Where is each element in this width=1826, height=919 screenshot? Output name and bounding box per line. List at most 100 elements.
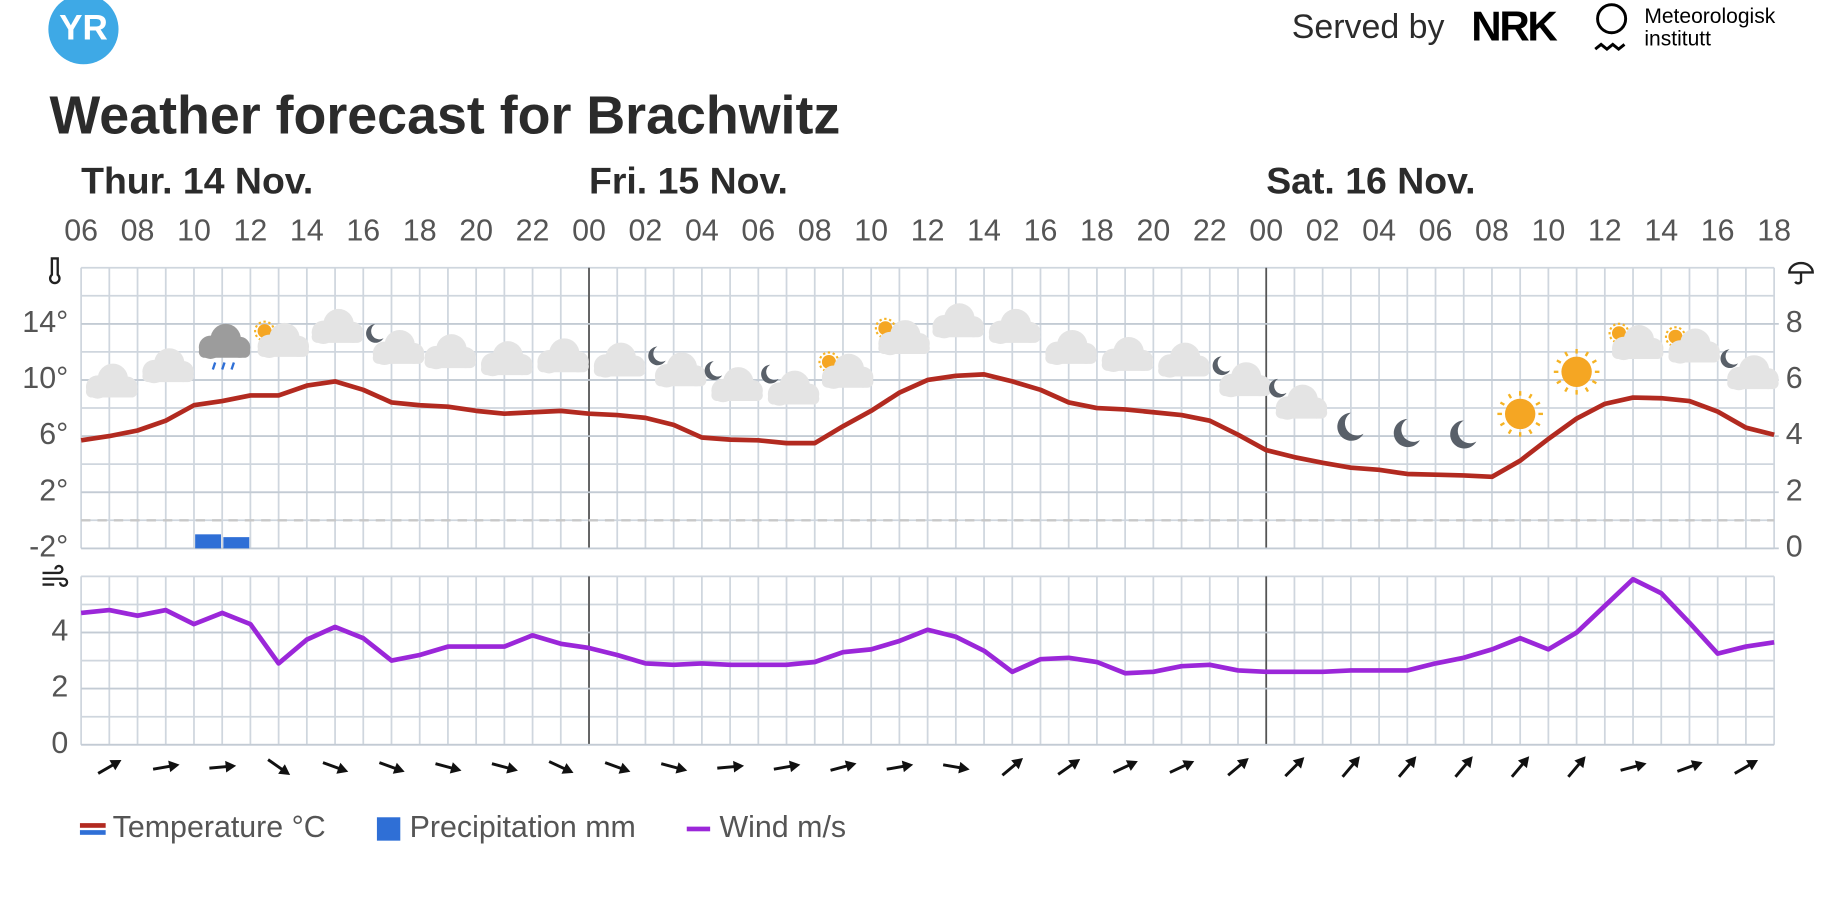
arrow-head	[336, 762, 349, 774]
y-tick-label: 2°	[39, 473, 68, 507]
sun-ray	[1669, 327, 1673, 331]
weather-symbol	[932, 303, 984, 339]
cloud-part	[711, 389, 763, 402]
sun-ray	[1682, 330, 1686, 334]
x-tick-label: 06	[64, 214, 98, 248]
wind-arrow	[604, 761, 631, 774]
logo-text[interactable]: YR	[59, 9, 108, 48]
arrow-head	[1746, 759, 1759, 771]
weather-symbol	[1553, 349, 1600, 395]
sun-ray	[1591, 379, 1597, 385]
arrow-head	[392, 762, 405, 774]
sun-ray	[271, 324, 275, 328]
x-tick-label: 16	[1024, 214, 1058, 248]
wind-arrow	[1567, 756, 1586, 778]
sun-ray	[832, 352, 836, 356]
umbrella-icon	[1788, 261, 1814, 285]
x-tick-label: 08	[1475, 214, 1509, 248]
series-line	[80, 576, 1775, 676]
wind-arrow	[1001, 757, 1024, 777]
sun-ray	[1528, 393, 1533, 399]
arrow-head	[733, 760, 745, 773]
weather-symbol	[1045, 329, 1097, 366]
wind-arrow	[660, 762, 688, 774]
day-label: Sat. 16 Nov.	[1266, 159, 1475, 201]
weather-symbol	[704, 361, 763, 403]
sun-ray	[254, 334, 258, 338]
sun-ray	[875, 322, 879, 326]
wind-icon	[42, 564, 69, 587]
met-name[interactable]: Meteorologisk	[1644, 5, 1775, 28]
weather-symbol	[537, 338, 589, 374]
weather-symbol	[988, 308, 1041, 344]
arrow-head	[1517, 756, 1530, 769]
moon	[1450, 420, 1477, 449]
wind-arrow	[435, 762, 462, 774]
cloud-part	[257, 345, 310, 357]
moon	[1720, 349, 1738, 369]
arrow-head	[1690, 760, 1703, 772]
thermometer-icon	[48, 257, 61, 285]
wind-arrow	[717, 760, 745, 773]
x-tick-label: 04	[685, 214, 719, 248]
met-logo-wave	[1594, 42, 1626, 51]
moon	[648, 346, 666, 366]
cloud-part	[878, 342, 930, 355]
sun-ray	[819, 355, 823, 359]
cloud-part	[85, 385, 138, 398]
sun-ray	[1535, 422, 1541, 427]
y-tick-label: -2°	[29, 529, 68, 563]
wind-arrow	[378, 761, 405, 774]
weather-symbol	[818, 351, 874, 389]
met-name[interactable]: institutt	[1644, 27, 1711, 50]
met-logo[interactable]	[1596, 3, 1628, 35]
sun-ray	[1678, 327, 1682, 331]
weather-symbol	[424, 334, 476, 370]
x-tick-label: 14	[290, 214, 324, 248]
arrow-head	[788, 760, 801, 773]
x-tick-label: 14	[1644, 214, 1678, 248]
wind-arrow	[1227, 757, 1249, 777]
cloud-part	[142, 370, 194, 383]
cloud-part	[767, 392, 820, 405]
weather-symbol	[1212, 356, 1271, 398]
cloud-part	[654, 374, 707, 387]
sun-ray	[1556, 359, 1562, 364]
wind-arrow	[1510, 756, 1530, 778]
y-tick-label: 6°	[39, 417, 68, 451]
cloud-part	[1275, 406, 1328, 419]
sun-ray	[1665, 330, 1669, 334]
y2-tick-label: 8	[1786, 305, 1803, 339]
cloud-part	[1219, 384, 1271, 397]
nrk-logo[interactable]: NRK	[1471, 2, 1559, 49]
sun	[1611, 326, 1627, 341]
y3-tick-label: 4	[51, 614, 68, 648]
wind-arrow	[886, 760, 914, 773]
arrow-head	[675, 762, 688, 774]
x-tick-label: 12	[234, 214, 268, 248]
wind-arrow	[1734, 759, 1759, 775]
x-tick-label: 22	[516, 214, 550, 248]
rain-drop	[230, 362, 235, 370]
wind-arrow	[97, 759, 122, 775]
sun-ray	[1625, 326, 1629, 331]
arrow-head	[225, 760, 237, 773]
wind-arrow	[1341, 756, 1360, 778]
arrow-head	[168, 760, 180, 773]
cloud-part	[1611, 347, 1664, 359]
x-tick-label: 00	[572, 214, 606, 248]
weather-symbol	[85, 363, 138, 399]
arrow-head	[1125, 760, 1138, 771]
sun	[878, 321, 893, 336]
yr-logo[interactable]	[48, 0, 119, 65]
sun-ray	[1556, 379, 1562, 385]
weather-symbol	[761, 364, 820, 406]
weather-symbol	[142, 348, 194, 384]
wind-arrow	[491, 762, 518, 774]
sun-ray	[1584, 387, 1590, 393]
arrow-head	[278, 764, 291, 776]
cloud-part	[1158, 364, 1210, 377]
arrow-head	[1461, 756, 1473, 769]
wind-arrow	[1169, 760, 1195, 774]
